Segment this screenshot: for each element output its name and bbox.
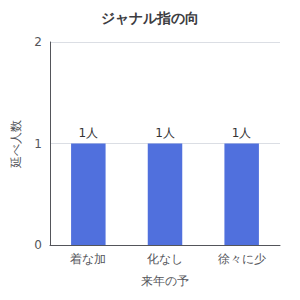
svg-text:来年の予: 来年の予 [141,274,189,288]
svg-text:0: 0 [34,238,42,252]
svg-text:1人: 1人 [79,126,99,140]
svg-text:化なし: 化なし [147,252,183,266]
svg-text:徐々に少: 徐々に少 [218,252,266,266]
svg-text:1人: 1人 [232,126,252,140]
svg-text:延べ人数: 延べ人数 [9,120,23,169]
svg-text:1人: 1人 [155,126,175,140]
svg-text:2: 2 [34,35,42,49]
svg-text:1: 1 [34,137,42,151]
svg-text:ジャナル指の向: ジャナル指の向 [101,10,199,26]
svg-text:着な加: 着な加 [70,252,106,266]
